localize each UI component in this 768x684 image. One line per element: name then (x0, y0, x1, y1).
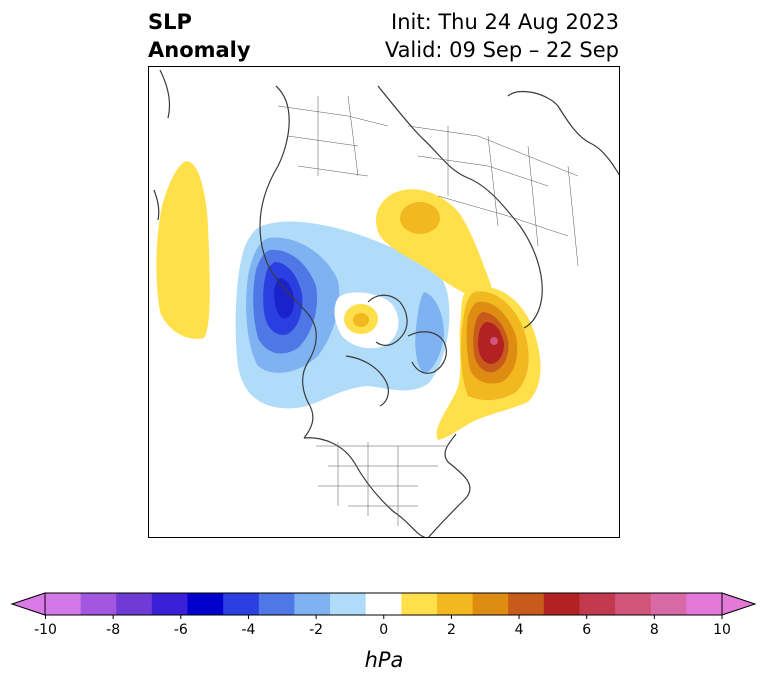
colorbar-right-extend (721, 592, 757, 616)
colorbar-tick-label: 0 (379, 622, 388, 638)
colorbar: -10 -8 -6 -4 -2 0 2 4 6 8 10 hPa (10, 592, 757, 672)
colorbar-block (80, 593, 117, 615)
arctic-small-high (334, 292, 399, 349)
title-line-2: Anomaly (148, 38, 251, 62)
colorbar-block (543, 593, 580, 615)
colorbar-block (151, 593, 189, 615)
colorbar-tick-label: -6 (174, 622, 188, 638)
valid-range: Valid: 09 Sep – 22 Sep (384, 38, 619, 62)
colorbar-tick-label: 10 (713, 622, 731, 638)
coastlines (153, 69, 620, 538)
colorbar-block (365, 593, 402, 615)
chart-title: SLP Anomaly (148, 8, 251, 64)
colorbar-block (258, 593, 295, 615)
colorbar-block (223, 593, 260, 615)
colorbar-block (45, 593, 82, 615)
colorbar-block (294, 593, 331, 615)
colorbar-tick-label: -2 (309, 622, 323, 638)
colorbar-tick-label: -10 (34, 622, 57, 638)
map-frame (148, 66, 620, 538)
colorbar-block (116, 593, 153, 615)
country-borders (277, 95, 579, 526)
colorbar-tick-label: 4 (515, 622, 524, 638)
pacific-positive-anomaly (156, 161, 210, 339)
colorbar-block (650, 593, 687, 615)
colorbar-unit-label: hPa (365, 648, 404, 672)
colorbar-tick-label: 6 (582, 622, 591, 638)
gulf-of-alaska-low (235, 221, 450, 409)
colorbar-tick-label: 2 (447, 622, 456, 638)
north-atlantic-high (436, 286, 541, 440)
colorbar-block (508, 593, 545, 615)
colorbar-block (579, 593, 616, 615)
forecast-dates: Init: Thu 24 Aug 2023 Valid: 09 Sep – 22… (385, 8, 619, 64)
colorbar-tick-label: 8 (650, 622, 659, 638)
title-line-1: SLP (148, 10, 192, 34)
colorbar-ticks: -10 -8 -6 -4 -2 0 2 4 6 8 10 (34, 615, 731, 638)
colorbar-block (686, 593, 723, 615)
colorbar-block (187, 593, 224, 615)
colorbar-blocks (44, 592, 723, 616)
colorbar-block (615, 593, 652, 615)
colorbar-block (401, 593, 438, 615)
colorbar-block (472, 593, 509, 615)
colorbar-tick-label: -4 (241, 622, 255, 638)
siberia-ridge (376, 189, 493, 301)
slp-anomaly-map (148, 66, 620, 538)
colorbar-block (436, 593, 474, 615)
colorbar-tick-label: -8 (106, 622, 120, 638)
colorbar-block (330, 593, 367, 615)
colorbar-left-extend (10, 592, 46, 616)
init-date: Init: Thu 24 Aug 2023 (391, 10, 619, 34)
